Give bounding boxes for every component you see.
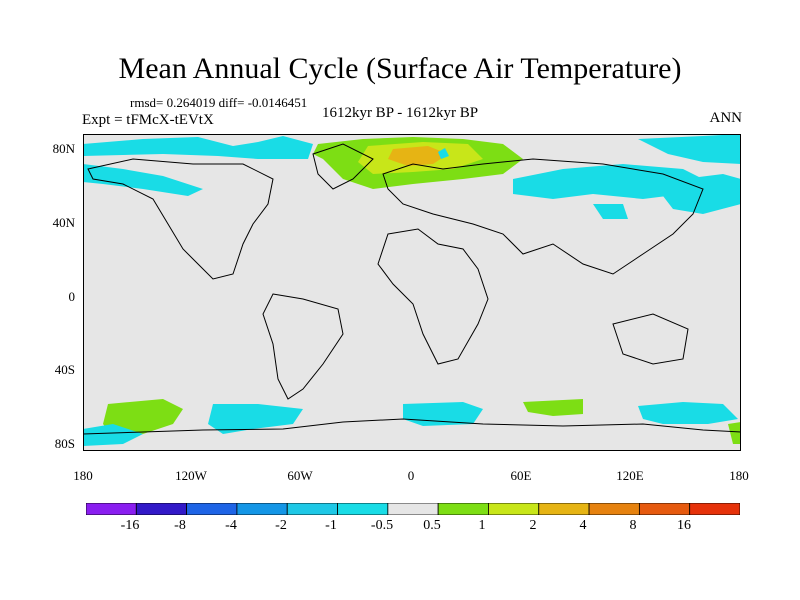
period-label: 1612kyr BP - 1612kyr BP — [321, 105, 479, 121]
pacific-northeast-cooling-region — [663, 174, 741, 214]
colorbar-label: -2 — [275, 518, 287, 533]
lat-label-0: 0 — [68, 289, 76, 304]
colorbar-swatch — [638, 503, 691, 515]
north-america-cooling-region — [83, 164, 203, 196]
colorbar-swatch — [86, 503, 137, 515]
australia-coast — [612, 313, 689, 365]
colorbar-label: -8 — [174, 518, 186, 533]
colorbar-swatch — [286, 503, 338, 515]
greenland-coast — [312, 143, 374, 190]
lat-label-40n: 40N — [52, 215, 75, 230]
lon-label-180e: 180 — [729, 468, 749, 483]
colorbar-label: 8 — [629, 518, 637, 533]
world-map — [83, 134, 741, 451]
antarctica-coast — [83, 418, 741, 435]
lon-label-0: 0 — [407, 468, 415, 483]
colorbar-label: 16 — [677, 518, 691, 533]
southern-ocean-warming — [103, 399, 183, 436]
colorbar-swatch — [588, 503, 640, 515]
map-frame — [83, 134, 741, 451]
north-america-coast — [87, 158, 274, 280]
season-label: ANN — [709, 110, 743, 126]
coastlines — [83, 143, 741, 435]
colorbar-label: -16 — [120, 518, 140, 533]
southern-ocean-cooling-atlantic — [403, 402, 483, 426]
colorbar-swatch — [437, 503, 489, 515]
southern-ocean-warming-indian — [523, 399, 583, 416]
colorbar-label: 0.5 — [423, 518, 441, 533]
lon-label-60e: 60E — [510, 468, 532, 483]
south-america-coast — [262, 293, 344, 400]
colorbar-swatch — [186, 503, 238, 515]
colorbar-swatch — [337, 503, 389, 515]
lat-label-80s: 80S — [54, 436, 75, 451]
southern-ocean-cooling-central — [208, 404, 303, 434]
colorbar-label: 4 — [579, 518, 587, 533]
southern-ocean-warming-east — [728, 422, 741, 444]
colorbar-label: -1 — [325, 518, 337, 533]
experiment-label: Expt = tFMcX-tEVtX — [82, 112, 214, 128]
colorbar-swatch — [135, 503, 188, 515]
map-title: Mean Annual Cycle (Surface Air Temperatu… — [118, 52, 682, 85]
southern-ocean-cooling-west — [83, 424, 143, 446]
arctic-east-cooling-region — [638, 134, 741, 164]
southern-ocean-cooling-east — [638, 402, 738, 424]
colorbar — [86, 503, 740, 515]
lon-label-120e: 120E — [616, 468, 644, 483]
africa-coast — [377, 228, 489, 365]
arctic-cooling-region — [83, 136, 313, 159]
colorbar-label: -0.5 — [370, 518, 394, 533]
colorbar-swatch — [387, 503, 439, 515]
lon-label-120w: 120W — [175, 468, 207, 483]
colorbar-swatch — [538, 503, 590, 515]
central-asia-cooling-region — [593, 204, 628, 219]
colorbar-label: -4 — [225, 518, 237, 533]
arctic-warming-core — [388, 146, 448, 166]
stats-text: rmsd= 0.264019 diff= -0.0146451 — [130, 95, 308, 110]
colorbar-swatch — [488, 503, 540, 515]
colorbar-swatch — [689, 503, 740, 515]
colorbar-swatch — [236, 503, 288, 515]
lat-label-80n: 80N — [52, 141, 75, 156]
lon-label-60w: 60W — [287, 468, 313, 483]
anomaly-fields — [83, 134, 741, 446]
lat-label-40s: 40S — [54, 362, 75, 377]
colorbar-label: 2 — [529, 518, 537, 533]
svalbard-spot — [438, 148, 449, 159]
lon-label-180w: 180 — [73, 468, 93, 483]
eurasia-coast — [382, 158, 704, 275]
colorbar-label: 1 — [478, 518, 486, 533]
